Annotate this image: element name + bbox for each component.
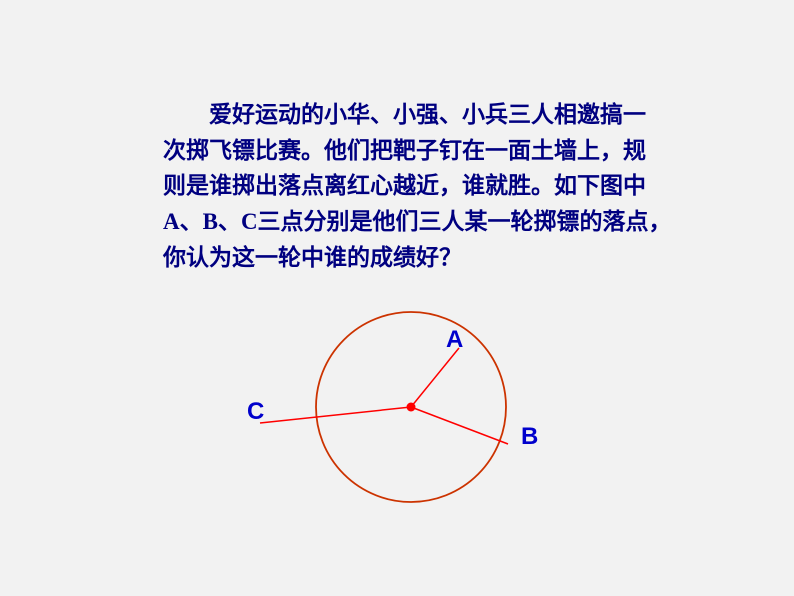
text-line-1: 爱好运动的小华、小强、小兵三人相邀搞一 [163,97,703,133]
ray-line-0 [411,348,459,407]
text-line-3: 则是谁掷出落点离红心越近，谁就胜。如下图中 [163,168,703,204]
ray-line-2 [260,407,411,423]
problem-text: 爱好运动的小华、小强、小兵三人相邀搞一 次掷飞镖比赛。他们把靶子钉在一面土墙上，… [163,97,703,275]
text-line-2: 次掷飞镖比赛。他们把靶子钉在一面土墙上，规 [163,133,703,169]
point-label-a: A [446,326,463,354]
point-label-c: C [247,398,264,426]
dart-diagram [230,280,590,560]
text-line-4: A、B、C三点分别是他们三人某一轮掷镖的落点， [163,204,703,240]
ray-line-1 [411,407,508,444]
center-dot [407,403,416,412]
text-line-5: 你认为这一轮中谁的成绩好？ [163,240,703,276]
point-label-b: B [521,423,538,451]
